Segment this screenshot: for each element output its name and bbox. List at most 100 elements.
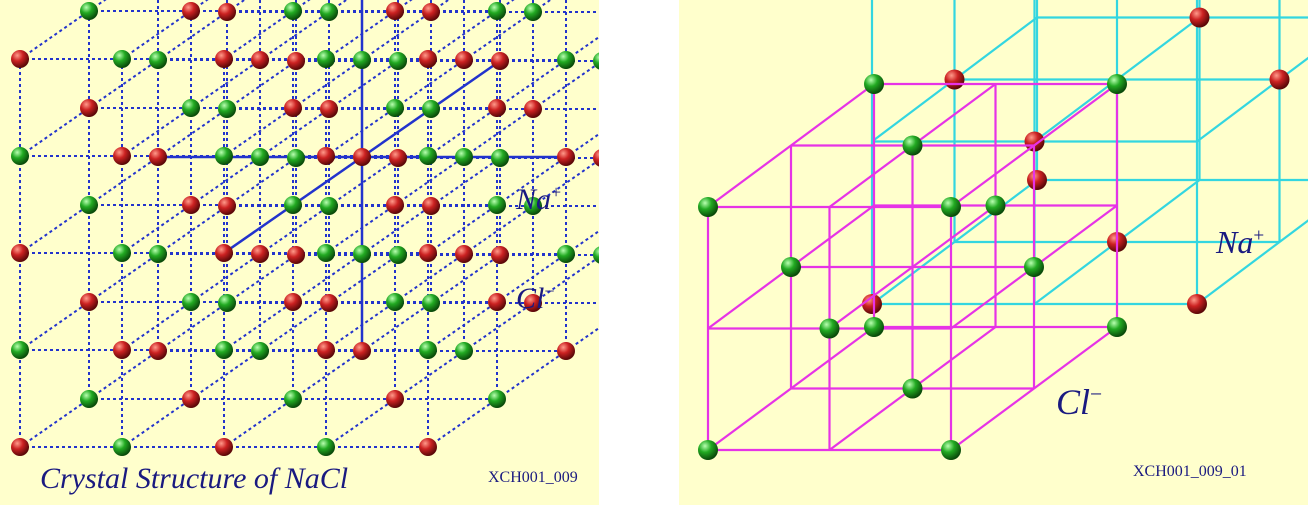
cl-ion	[11, 147, 29, 165]
na-ion	[215, 438, 233, 456]
cl-ion	[251, 342, 269, 360]
cl-ion	[215, 147, 233, 165]
na-ion	[149, 342, 167, 360]
na-ion	[944, 69, 965, 90]
cl-ion	[985, 195, 1006, 216]
cl-ion	[593, 52, 599, 70]
lattice-line	[325, 0, 553, 157]
cl-ion	[488, 2, 506, 20]
na-ion	[80, 99, 98, 117]
cl-ion	[864, 317, 884, 337]
na-ion	[419, 244, 437, 262]
cl-ion	[902, 135, 923, 156]
cl-ion	[781, 257, 801, 277]
cl-ion	[1024, 257, 1044, 277]
nacl-lattice-panel: Na+ Cl− Crystal Structure of NaCl XCH001…	[0, 0, 599, 505]
na-ion	[386, 2, 404, 20]
na-ion	[422, 3, 440, 21]
na-ion	[215, 50, 233, 68]
cl-ion	[182, 293, 200, 311]
cl-ion	[218, 294, 236, 312]
cl-ion	[488, 196, 506, 214]
na-ion	[422, 197, 440, 215]
cl-ion	[419, 147, 437, 165]
na-ion	[455, 245, 473, 263]
na-ion	[419, 438, 437, 456]
cl-ion	[113, 438, 131, 456]
nacl-full-lattice-diagram	[11, 0, 599, 456]
cl-ion	[389, 52, 407, 70]
na-ion	[113, 147, 131, 165]
na-ion	[353, 342, 371, 360]
na-ion	[386, 196, 404, 214]
cl-ion	[593, 246, 599, 264]
cl-ion	[941, 197, 961, 217]
na-ion	[353, 148, 371, 166]
cl-ion	[819, 318, 840, 339]
sublattice-line	[871, 179, 1038, 305]
cl-ion	[218, 100, 236, 118]
cl-ion	[524, 3, 542, 21]
na-ion	[320, 294, 338, 312]
na-ion	[182, 2, 200, 20]
sublattice-line	[828, 204, 997, 330]
na-ion	[317, 147, 335, 165]
cl-ion	[557, 245, 575, 263]
nacl-sublattice-panel: Na+ Cl− XCH001_009_01	[679, 0, 1308, 505]
cl-ion	[149, 245, 167, 263]
cl-ion-label: Cl−	[1056, 382, 1103, 422]
sublattice-line	[707, 83, 875, 208]
sublattice-line	[950, 83, 1118, 208]
cl-ion	[11, 341, 29, 359]
cl-ion	[215, 341, 233, 359]
na-ion	[215, 244, 233, 262]
cl-ion	[557, 51, 575, 69]
diagram-title: Crystal Structure of NaCl	[40, 462, 349, 495]
cl-ion	[284, 2, 302, 20]
na-ion	[284, 99, 302, 117]
na-ion	[182, 390, 200, 408]
cl-ion	[80, 390, 98, 408]
na-ion	[1187, 294, 1207, 314]
cl-ion	[353, 245, 371, 263]
na-ion	[419, 50, 437, 68]
na-ion	[389, 149, 407, 167]
na-ion	[149, 148, 167, 166]
cl-ion	[419, 341, 437, 359]
na-ion	[488, 99, 506, 117]
cl-ion	[251, 148, 269, 166]
na-ion	[113, 341, 131, 359]
cl-ion	[524, 197, 542, 215]
cl-ion	[1107, 317, 1127, 337]
cl-ion	[422, 100, 440, 118]
na-ion	[455, 51, 473, 69]
cl-ion	[455, 148, 473, 166]
na-ion	[11, 50, 29, 68]
cl-ion	[488, 390, 506, 408]
na-ion-label: Na+	[1216, 224, 1265, 260]
sublattice-line	[950, 326, 1118, 451]
cl-ion	[320, 197, 338, 215]
na-ion	[287, 52, 305, 70]
na-ion	[251, 245, 269, 263]
cl-ion	[287, 149, 305, 167]
lattice-line	[325, 0, 413, 60]
cl-ion	[455, 342, 473, 360]
cl-ion	[284, 390, 302, 408]
na-ion	[11, 244, 29, 262]
na-ion	[218, 3, 236, 21]
na-ion	[1189, 7, 1210, 28]
sublattice-line	[707, 326, 875, 451]
na-ion	[524, 100, 542, 118]
na-ion	[488, 293, 506, 311]
cl-ion-label: Cl−	[516, 281, 555, 315]
na-ion	[284, 293, 302, 311]
na-ion	[491, 52, 509, 70]
cl-ion	[317, 50, 335, 68]
lattice-line	[223, 0, 311, 60]
na-ion	[317, 341, 335, 359]
cl-ion	[80, 2, 98, 20]
cl-ion	[902, 378, 923, 399]
na-ion	[557, 342, 575, 360]
na-ion	[862, 294, 882, 314]
